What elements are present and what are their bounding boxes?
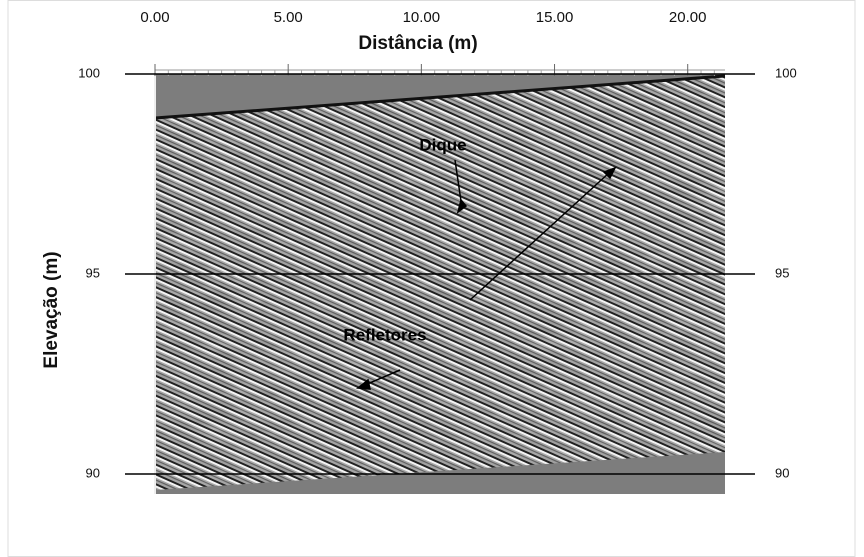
x-tick-label: 5.00 xyxy=(274,9,303,26)
y-tick-label: 95 xyxy=(86,265,100,280)
x-tick-label: 10.00 xyxy=(403,9,441,26)
annotation-arrows xyxy=(356,159,617,390)
x-tick-label: 0.00 xyxy=(140,9,169,26)
y-tick-label-right: 90 xyxy=(775,465,789,480)
x-tick-label: 15.00 xyxy=(536,9,574,26)
y-tick-label-right: 95 xyxy=(775,265,789,280)
radargram-image xyxy=(154,74,726,494)
x-tick-label: 20.00 xyxy=(669,9,707,26)
y-axis-label: Elevação (m) xyxy=(41,251,62,368)
annotation: Refletores xyxy=(343,325,426,344)
y-tick-label: 100 xyxy=(78,65,100,80)
y-tick-label-right: 100 xyxy=(775,65,797,80)
x-axis-label: Distância (m) xyxy=(358,33,477,54)
y-tick-label: 90 xyxy=(86,465,100,480)
annotation: Dique xyxy=(419,135,466,154)
